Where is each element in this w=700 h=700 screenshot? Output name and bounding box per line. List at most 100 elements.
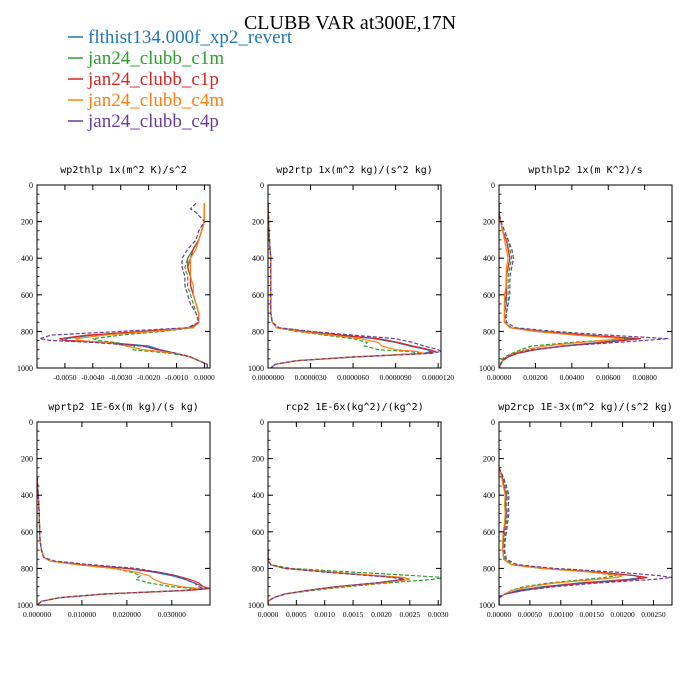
panel-title: rcp2 1E-6x(kg^2)/(kg^2) [285,402,423,413]
panel-title: wprtp2 1E-6x(m kg)/(s kg) [48,402,199,413]
y-tick-label: 400 [483,254,495,263]
legend-item: flthist134.000f_xp2_revert [68,27,293,48]
series-line [268,550,405,605]
y-tick-label: 800 [252,327,264,336]
series-line [268,203,438,368]
series-line [63,203,208,368]
y-tick-label: 400 [252,491,264,500]
x-tick-label: 0.00800 [632,373,657,382]
series-group [37,476,210,605]
series-line [268,550,441,605]
panel-title: wp2rcp 1E-3x(m^2 kg)/(s^2 kg) [498,402,673,413]
x-tick-label: 0.0000000 [252,373,284,382]
x-tick-label: 0.0000090 [380,373,412,382]
y-tick-label: 600 [252,291,264,300]
legend: flthist134.000f_xp2_revertjan24_clubb_c1… [68,27,293,132]
series-group [268,550,441,605]
x-tick-label: 0.020000 [113,610,141,619]
legend-label: jan24_clubb_c1m [87,48,224,69]
y-tick-label: 200 [483,455,495,464]
y-tick-label: 600 [21,291,33,300]
x-tick-label: 0.0010 [314,610,335,619]
y-tick-label: 200 [252,455,264,464]
x-tick-label: 0.00200 [610,610,635,619]
x-tick-label: -0.0010 [165,373,188,382]
y-tick-label: 400 [252,254,264,263]
legend-item: jan24_clubb_c1p [68,69,219,90]
x-tick-label: 0.010000 [68,610,96,619]
y-tick-label: 1000 [17,364,33,373]
series-line [37,476,210,605]
series-line [268,203,441,368]
series-line [268,550,405,605]
y-tick-label: 600 [21,528,33,537]
x-tick-label: 0.00000 [487,373,512,382]
x-tick-label: -0.0050 [53,373,76,382]
series-group [499,467,672,605]
series-group [39,202,208,368]
x-tick-label: 0.0000 [194,373,215,382]
x-tick-label: -0.0020 [137,373,160,382]
y-tick-label: 0 [260,181,264,190]
series-line [37,476,195,605]
y-tick-label: 1000 [248,364,264,373]
y-tick-label: 400 [483,491,495,500]
x-tick-label: -0.0040 [81,373,104,382]
y-tick-label: 1000 [479,601,495,610]
series-line [499,467,672,605]
y-tick-label: 200 [483,218,495,227]
legend-item: jan24_clubb_c1m [68,48,224,69]
panel: wprtp2 1E-6x(m kg)/(s kg) 0 200 400 600 800 10… [17,402,211,619]
y-tick-label: 200 [21,455,33,464]
series-line [39,202,208,368]
panel-title: wp2thlp 1x(m^2 K)/s^2 [60,165,186,176]
panels: wp2thlp 1x(m^2 K)/s^2 0 200 400 600 800 1000 -0… [17,165,673,619]
y-tick-label: 0 [491,418,495,427]
series-line [37,476,199,605]
x-tick-label: 0.00200 [523,373,548,382]
panel: wpthlp2 1x(m K^2)/s020040060080010000.00… [479,165,673,382]
x-tick-label: 0.0020 [371,610,392,619]
panel: wp2rtp 1x(m^2 kg)/(s^2 kg) 0 200 400 600 800 1… [248,165,454,382]
y-tick-label: 1000 [479,364,495,373]
x-tick-label: 0.00400 [560,373,585,382]
x-tick-label: 0.00100 [549,610,574,619]
panel-title: wpthlp2 1x(m K^2)/s [528,165,642,176]
panel: rcp2 1E-6x(kg^2)/(kg^2) 0 200 400 600 800 1000… [248,402,449,619]
panel-title: wp2rtp 1x(m^2 kg)/(s^2 kg) [276,165,433,176]
y-tick-label: 600 [483,528,495,537]
x-tick-label: 0.0000030 [295,373,327,382]
y-tick-label: 400 [21,491,33,500]
x-tick-label: 0.00000 [487,610,512,619]
figure-title: CLUBB VAR at300E,17N [244,12,456,34]
legend-item: jan24_clubb_c4m [68,90,224,111]
y-tick-label: 800 [483,564,495,573]
y-tick-label: 200 [252,218,264,227]
series-line [499,467,623,605]
x-tick-label: -0.0030 [109,373,132,382]
y-tick-label: 800 [21,564,33,573]
y-tick-label: 1000 [248,601,264,610]
x-tick-label: 0.0000 [258,610,279,619]
y-tick-label: 400 [21,254,33,263]
x-tick-label: 0.0000120 [422,373,454,382]
x-tick-label: 0.030000 [158,610,186,619]
x-tick-label: 0.000000 [23,610,51,619]
x-tick-label: 0.0015 [343,610,364,619]
y-tick-label: 0 [260,418,264,427]
y-tick-label: 0 [29,181,33,190]
series-line [74,203,208,368]
series-group [499,203,669,368]
legend-item: jan24_clubb_c4p [68,111,219,132]
legend-label: jan24_clubb_c4p [87,111,219,132]
series-line [37,476,209,605]
y-tick-label: 200 [21,218,33,227]
legend-label: flthist134.000f_xp2_revert [88,27,293,48]
legend-label: jan24_clubb_c1p [87,69,219,90]
series-group [268,203,441,368]
series-line [499,467,617,605]
y-tick-label: 800 [483,327,495,336]
y-tick-label: 0 [491,181,495,190]
panel: wp2rcp 1E-3x(m^2 kg)/(s^2 kg)0 200 400 600 8… [479,402,673,619]
